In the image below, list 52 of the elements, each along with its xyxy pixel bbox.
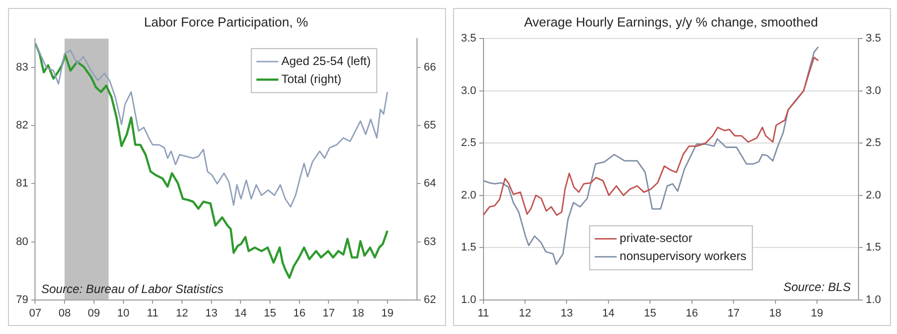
y2-tick-label: 1.5 — [866, 242, 882, 254]
y2-tick-label: 65 — [424, 120, 436, 132]
y-tick-label: 81 — [16, 178, 28, 190]
y-tick-label: 2.5 — [460, 137, 476, 150]
y2-tick-label: 64 — [424, 178, 436, 190]
x-tick-label: 13 — [205, 307, 218, 320]
y2-tick-label: 66 — [424, 62, 436, 74]
x-tick-label: 12 — [176, 307, 188, 320]
x-tick-label: 14 — [234, 307, 247, 320]
x-tick-label: 18 — [352, 307, 364, 320]
y-tick-label: 2.0 — [460, 189, 476, 202]
chart-title: Labor Force Participation, % — [144, 14, 308, 30]
y2-tick-label: 2.0 — [866, 189, 882, 202]
x-tick-label: 09 — [88, 307, 100, 320]
y-tick-label: 82 — [16, 120, 28, 132]
y2-tick-label: 2.5 — [866, 137, 882, 150]
y-tick-label: 3.0 — [460, 84, 476, 97]
y2-tick-label: 3.0 — [866, 84, 882, 97]
legend-label: nonsupervisory workers — [620, 249, 746, 264]
y-tick-label: 3.5 — [460, 32, 476, 45]
x-tick-label: 16 — [686, 307, 698, 320]
legend-label: private-sector — [620, 231, 692, 246]
x-tick-label: 07 — [29, 307, 42, 320]
y2-tick-label: 3.5 — [866, 32, 882, 45]
y2-tick-label: 62 — [424, 294, 436, 306]
x-tick-label: 15 — [264, 307, 276, 320]
x-tick-label: 11 — [146, 307, 158, 320]
x-tick-label: 12 — [518, 307, 532, 320]
x-tick-label: 14 — [602, 307, 615, 320]
x-tick-label: 10 — [117, 307, 130, 320]
legend-label: Total (right) — [281, 72, 342, 86]
x-tick-label: 18 — [769, 307, 782, 320]
legend-label: Aged 25-54 (left) — [281, 54, 371, 68]
y-tick-label: 80 — [16, 236, 28, 248]
x-tick-label: 13 — [560, 307, 573, 320]
chart-title: Average Hourly Earnings, y/y % change, smoothed — [524, 14, 818, 30]
y2-tick-label: 63 — [424, 236, 436, 248]
y-tick-label: 79 — [16, 294, 28, 306]
x-tick-label: 19 — [381, 307, 394, 320]
x-tick-label: 19 — [810, 307, 824, 320]
annotation: Source: BLS — [783, 280, 851, 294]
x-tick-label: 16 — [293, 307, 306, 320]
annotation: Source: Bureau of Labor Statistics — [41, 282, 224, 296]
x-tick-label: 15 — [644, 307, 656, 320]
y-tick-label: 83 — [16, 62, 28, 74]
x-tick-label: 17 — [322, 307, 335, 320]
y-tick-label: 1.5 — [460, 242, 476, 254]
x-tick-label: 17 — [727, 307, 740, 320]
y-tick-label: 1.0 — [460, 294, 476, 306]
x-tick-label: 11 — [478, 307, 489, 320]
x-tick-label: 08 — [58, 307, 71, 320]
y2-tick-label: 1.0 — [866, 294, 882, 306]
